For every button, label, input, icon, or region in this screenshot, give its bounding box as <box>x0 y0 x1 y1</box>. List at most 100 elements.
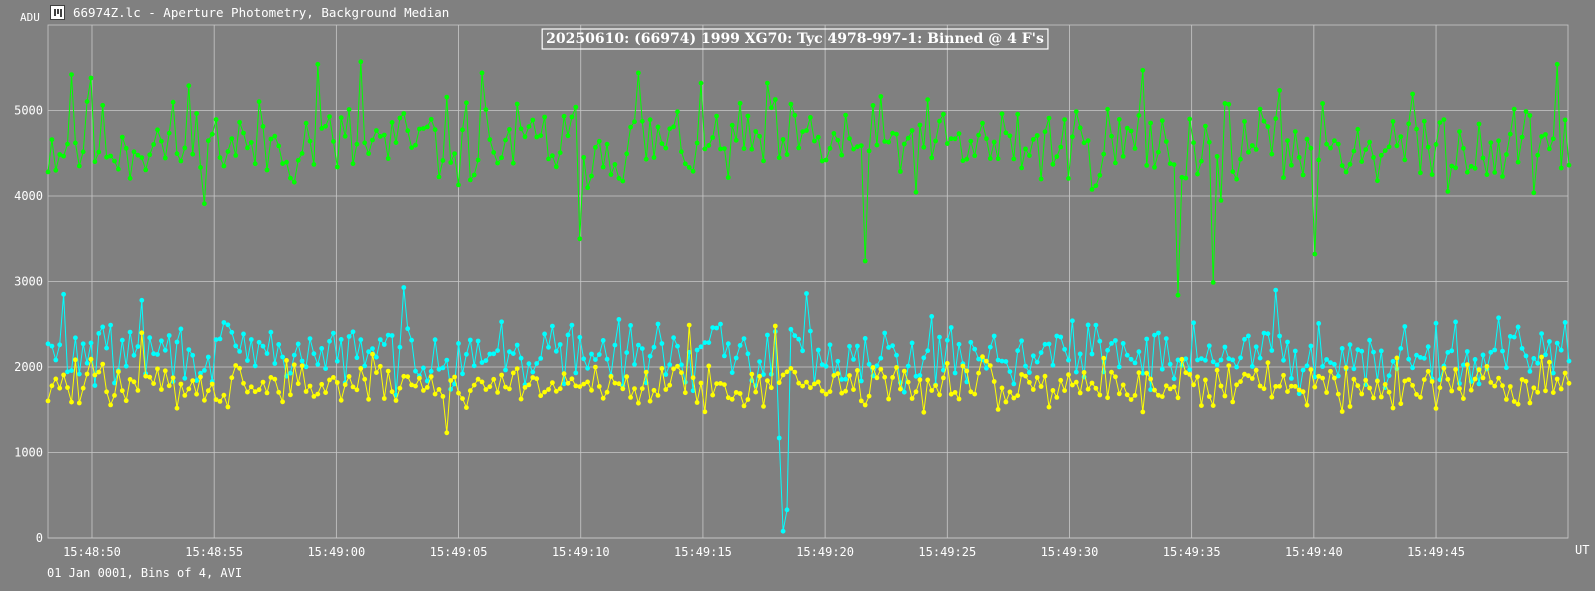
data-point <box>1070 318 1075 324</box>
data-point <box>88 356 94 362</box>
data-point <box>315 61 321 67</box>
data-point <box>1023 363 1028 369</box>
data-point <box>753 389 759 395</box>
data-point <box>436 174 442 180</box>
data-point <box>1418 355 1423 360</box>
data-point <box>1261 330 1267 336</box>
data-point <box>1277 88 1282 93</box>
data-point <box>1105 347 1110 353</box>
data-point <box>1183 175 1189 181</box>
data-point <box>827 145 833 151</box>
x-tick-label: 15:49:05 <box>430 545 488 559</box>
data-point <box>589 387 594 393</box>
data-point <box>377 363 383 369</box>
x-tick-label: 15:49:35 <box>1163 545 1221 559</box>
chart-title: 20250610: (66974) 1999 XG70: Tyc 4978-99… <box>546 31 1044 47</box>
data-point <box>1558 347 1564 353</box>
data-point <box>655 124 661 130</box>
data-point <box>921 144 927 150</box>
data-point <box>350 161 356 167</box>
data-point <box>858 143 864 149</box>
data-point <box>1406 121 1412 127</box>
data-point <box>104 345 109 351</box>
data-point <box>217 399 223 404</box>
data-point <box>1367 139 1372 145</box>
data-point <box>1265 124 1271 130</box>
data-point <box>1163 336 1169 341</box>
data-point <box>260 379 266 385</box>
data-point <box>1027 153 1032 159</box>
data-point <box>225 404 231 410</box>
data-point <box>561 371 567 377</box>
data-point <box>73 357 78 363</box>
data-point <box>866 393 872 399</box>
data-point <box>45 169 51 175</box>
data-point <box>1453 319 1458 325</box>
series-layer <box>45 59 1572 534</box>
data-point <box>862 258 868 264</box>
data-point <box>166 130 172 136</box>
data-point <box>659 141 665 147</box>
data-point <box>1167 161 1173 167</box>
data-point <box>1359 348 1365 354</box>
data-point <box>135 344 141 349</box>
data-point <box>1562 370 1568 376</box>
data-point <box>1070 382 1075 388</box>
data-point <box>1144 370 1150 376</box>
data-point <box>1140 370 1146 376</box>
data-point <box>565 380 571 386</box>
data-point <box>123 398 129 404</box>
data-point <box>464 100 469 106</box>
data-point <box>1347 161 1353 167</box>
data-point <box>264 167 270 173</box>
data-point <box>1175 292 1181 298</box>
data-point <box>862 402 868 408</box>
data-point <box>1210 359 1216 365</box>
data-point <box>749 371 755 377</box>
data-point <box>1101 151 1107 157</box>
data-point <box>1281 175 1286 181</box>
data-point <box>1003 399 1009 405</box>
data-point <box>1097 338 1103 344</box>
data-point <box>1335 141 1341 147</box>
data-point <box>510 160 516 166</box>
data-point <box>1359 159 1365 165</box>
data-point <box>1394 143 1400 149</box>
data-point <box>303 389 309 394</box>
data-point <box>514 342 520 348</box>
data-point <box>1437 385 1443 391</box>
data-point <box>1316 157 1322 163</box>
data-point <box>1488 380 1494 385</box>
data-point <box>1519 346 1525 351</box>
data-point <box>440 394 446 399</box>
app-icon[interactable] <box>50 4 65 20</box>
data-point <box>1468 387 1474 393</box>
data-point <box>1269 151 1275 157</box>
data-point <box>162 155 168 161</box>
data-point <box>772 323 778 329</box>
data-point <box>757 133 762 139</box>
data-point <box>1523 353 1529 359</box>
data-point <box>757 373 762 379</box>
data-point <box>119 388 125 394</box>
data-point <box>1019 165 1024 171</box>
data-point <box>1543 352 1548 358</box>
data-point <box>667 362 673 368</box>
data-point <box>354 387 360 393</box>
data-point <box>209 131 215 137</box>
data-point <box>1124 125 1130 131</box>
data-point <box>792 112 798 118</box>
data-point <box>456 182 461 188</box>
data-point <box>1054 395 1060 400</box>
data-point <box>1269 394 1275 400</box>
data-point <box>862 336 868 341</box>
data-point <box>624 350 630 355</box>
data-point <box>1550 136 1556 142</box>
data-point <box>1324 141 1329 147</box>
data-point <box>1476 121 1482 127</box>
data-point <box>972 153 978 159</box>
data-point <box>878 355 884 361</box>
data-point <box>1339 409 1345 414</box>
data-point <box>1054 154 1060 160</box>
